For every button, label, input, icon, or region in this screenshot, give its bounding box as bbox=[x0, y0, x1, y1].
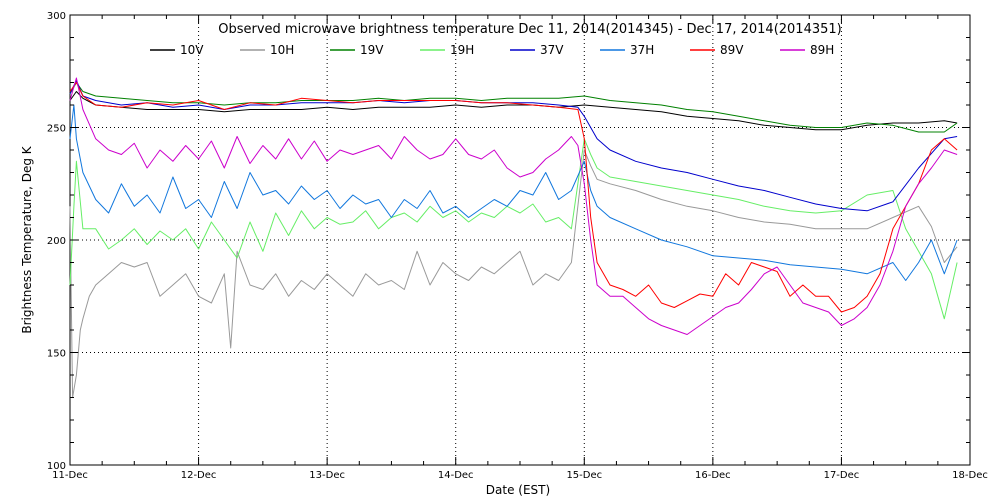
x-tick-label: 14-Dec bbox=[438, 470, 474, 481]
x-tick-label: 13-Dec bbox=[309, 470, 345, 481]
series-line-37h bbox=[69, 104, 958, 281]
y-tick-label: 150 bbox=[47, 349, 66, 360]
y-axis-title: Brightness Temperature, Deg K bbox=[20, 145, 34, 333]
legend-label-37v: 37V bbox=[540, 43, 564, 57]
legend-label-37h: 37H bbox=[630, 43, 654, 57]
x-tick-label: 16-Dec bbox=[695, 470, 731, 481]
y-tick-label: 300 bbox=[47, 11, 66, 22]
x-tick-label: 12-Dec bbox=[181, 470, 217, 481]
x-tick-label: 17-Dec bbox=[824, 470, 860, 481]
y-tick-label: 250 bbox=[47, 124, 66, 135]
series-group bbox=[69, 77, 958, 398]
legend: 10V 10H 19V 19H 37V 37H 89V 89H bbox=[150, 43, 834, 57]
series-line-19v bbox=[69, 82, 958, 133]
series-line-10h bbox=[69, 149, 958, 398]
grid bbox=[70, 15, 970, 465]
x-tick-label: 11-Dec bbox=[52, 470, 88, 481]
series-line-89h bbox=[69, 77, 958, 335]
chart-title: Observed microwave brightness temperatur… bbox=[218, 22, 842, 37]
legend-label-89v: 89V bbox=[720, 43, 744, 57]
y-tick-label: 200 bbox=[47, 236, 66, 247]
series-line-19h bbox=[69, 138, 958, 320]
legend-label-19h: 19H bbox=[450, 43, 474, 57]
x-tick-label: 18-Dec bbox=[952, 470, 988, 481]
series-line-10v bbox=[69, 91, 958, 131]
series-line-89v bbox=[69, 82, 958, 313]
series-line-37v bbox=[69, 79, 958, 212]
axis-ticks: 11-Dec 12-Dec 13-Dec 14-Dec 15-Dec 16-Dec 17-D… bbox=[47, 11, 988, 481]
legend-label-10v: 10V bbox=[180, 43, 204, 57]
y-tick-label: 100 bbox=[47, 461, 66, 472]
legend-label-10h: 10H bbox=[270, 43, 294, 57]
legend-label-89h: 89H bbox=[810, 43, 834, 57]
x-axis-title: Date (EST) bbox=[486, 483, 550, 497]
legend-label-19v: 19V bbox=[360, 43, 384, 57]
x-tick-label: 15-Dec bbox=[566, 470, 602, 481]
